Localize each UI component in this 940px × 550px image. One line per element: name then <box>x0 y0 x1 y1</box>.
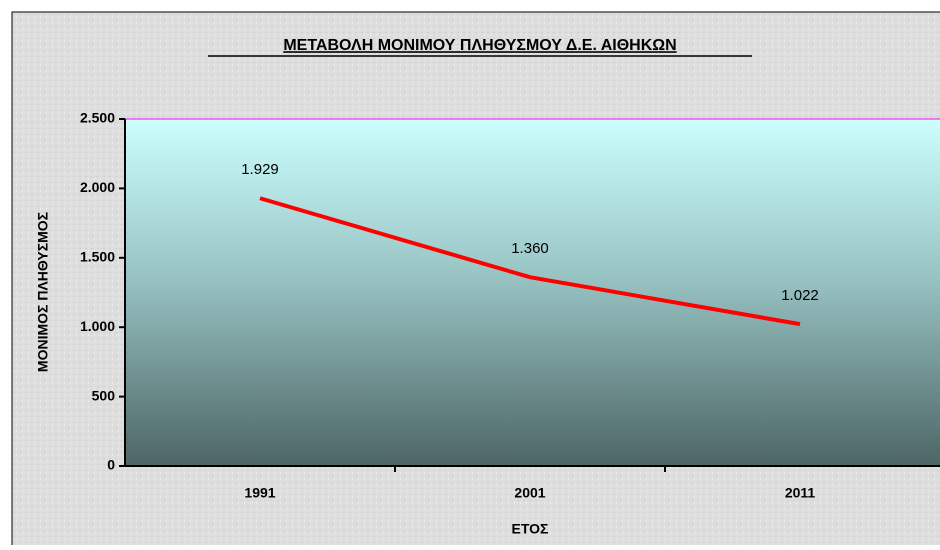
data-line <box>259 196 801 327</box>
y-tick-label: 2.500 <box>80 110 115 126</box>
x-tick-label: 1991 <box>244 485 275 501</box>
x-axis-title: ΕΤΟΣ <box>512 521 549 537</box>
data-label: 1.022 <box>781 287 819 304</box>
x-tick-label: 2011 <box>785 485 816 501</box>
y-tick-label: 0 <box>107 457 115 473</box>
y-tick-label: 500 <box>92 387 116 403</box>
data-label: 1.360 <box>511 240 549 257</box>
data-label: 1.929 <box>241 161 279 178</box>
plot-area <box>125 119 940 466</box>
x-tick-label: 2001 <box>514 485 545 501</box>
y-axis-title: ΜΟΝΙΜΟΣ ΠΛΗΘΥΣΜΟΣ <box>35 212 51 372</box>
y-tick-label: 1.000 <box>80 318 115 334</box>
y-tick-label: 2.000 <box>80 179 115 195</box>
chart-title: ΜΕΤΑΒΟΛΗ ΜΟΝΙΜΟΥ ΠΛΗΘΥΣΜΟΥ Δ.Ε. ΑΙΘΗΚΩΝ <box>283 37 676 54</box>
y-tick-label: 1.500 <box>80 249 115 265</box>
